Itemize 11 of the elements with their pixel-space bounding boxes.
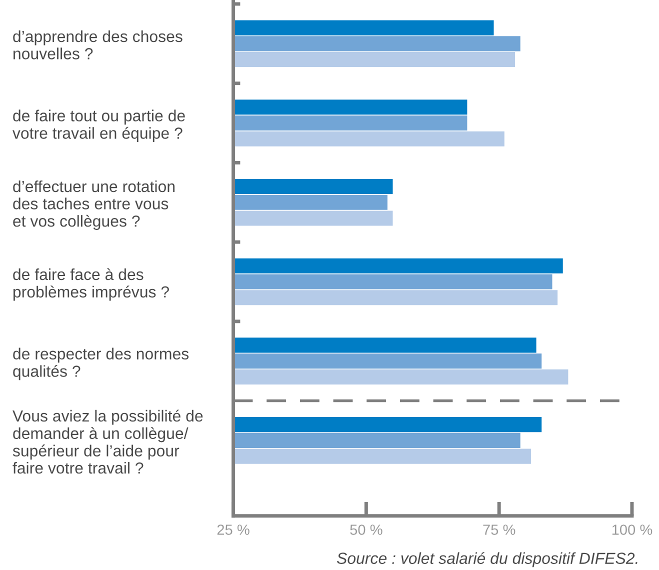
y-tick-label: de faire face à des problèmes imprévus ? <box>13 268 169 301</box>
x-tick-label: 25 % <box>217 524 250 535</box>
y-tick-label: Vous aviez la possibilité de demander à un collègue/ supérieur de l’aide pour faire votre travail ? <box>12 410 203 474</box>
x-tick-label: 100 % <box>612 524 652 535</box>
y-tick-label: d’apprendre des choses nouvelles ? <box>13 30 182 60</box>
y-tick-label: de respecter des normes qualités ? <box>13 348 189 380</box>
y-tick-label: de faire tout ou partie de votre travail en équipe ? <box>12 110 185 142</box>
y-tick-label: d’effectuer une rotation des taches entre vous et vos collègues ? <box>13 180 175 230</box>
source-note: Source : volet salarié du dispositif DIFES2. <box>336 552 638 568</box>
x-tick-label: 50 % <box>350 524 382 535</box>
x-tick-label: 75 % <box>483 524 516 535</box>
